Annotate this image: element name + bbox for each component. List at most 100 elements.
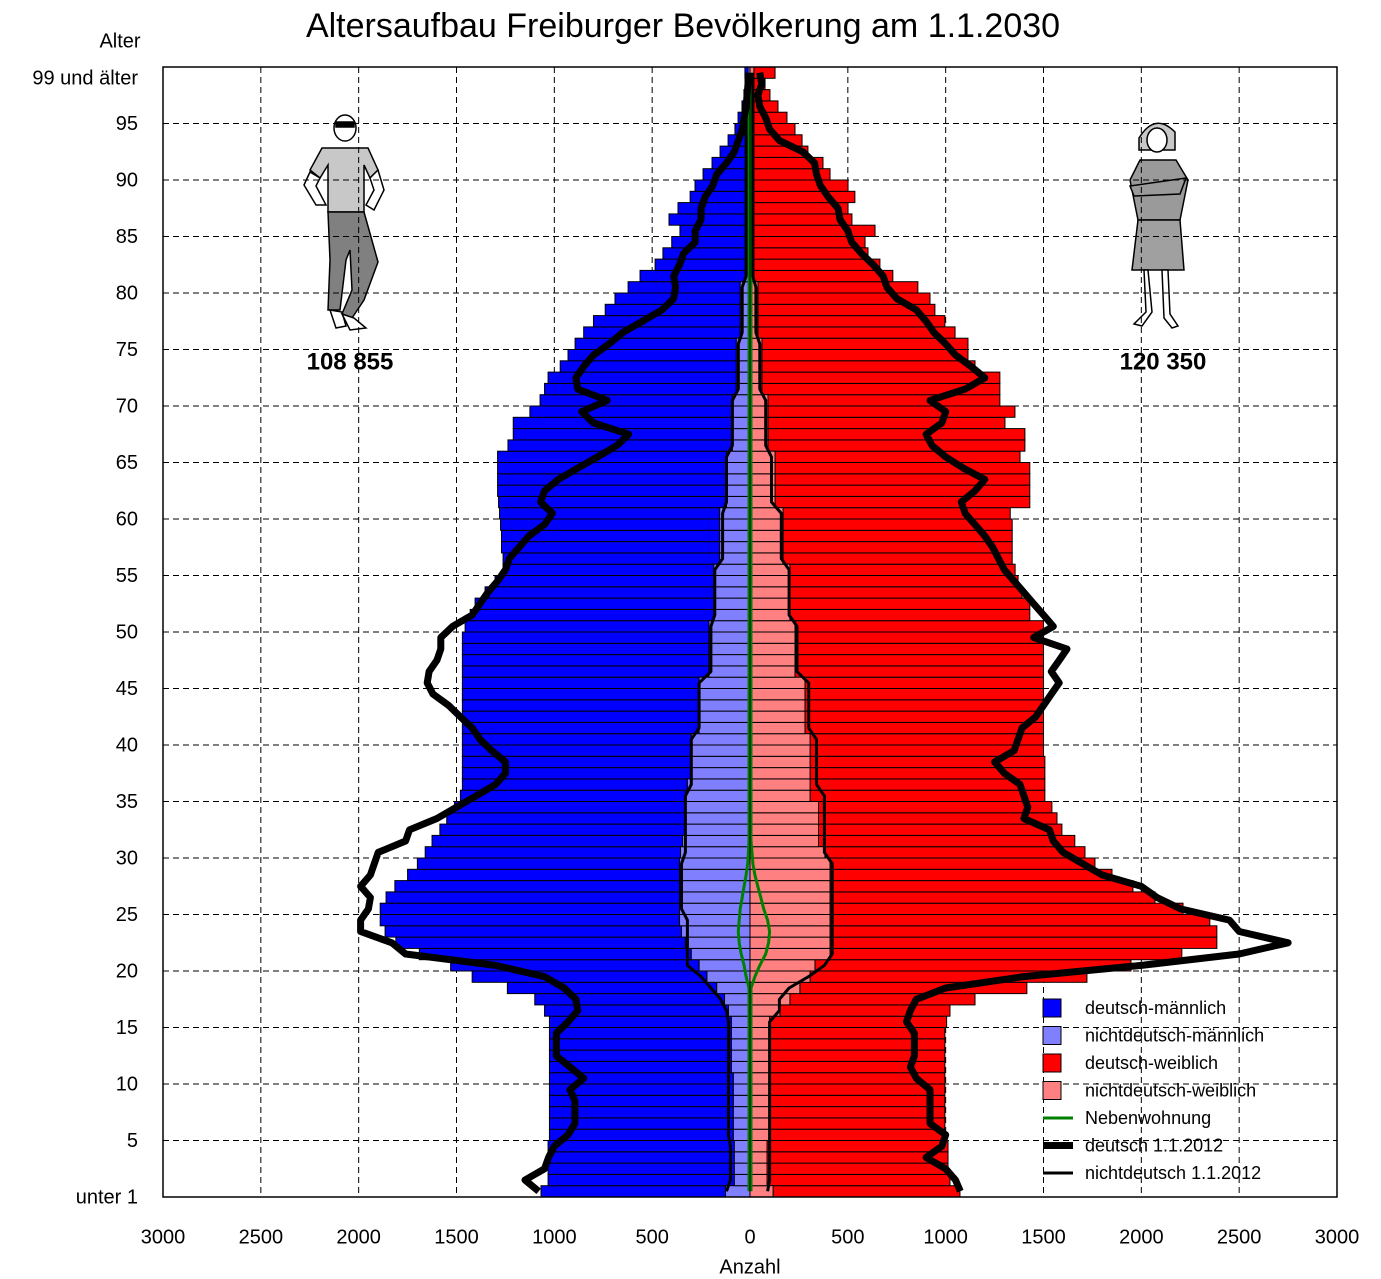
bar xyxy=(732,429,750,440)
bar xyxy=(462,632,709,643)
bar xyxy=(498,451,727,462)
bar xyxy=(750,802,818,813)
bar xyxy=(728,1005,750,1016)
y-tick-label: 95 xyxy=(116,113,138,135)
bar xyxy=(770,1050,945,1061)
bar xyxy=(754,191,855,202)
bar xyxy=(810,756,1045,767)
bar xyxy=(535,994,725,1005)
x-tick-label: 1000 xyxy=(532,1226,577,1248)
x-tick-label: 1000 xyxy=(923,1226,968,1248)
bar xyxy=(549,1050,731,1061)
bar xyxy=(549,1028,731,1039)
bar xyxy=(605,304,740,315)
legend-swatch xyxy=(1043,1027,1061,1045)
bar xyxy=(680,858,750,869)
bar xyxy=(672,237,745,248)
bar xyxy=(750,1107,770,1118)
legend-label: nichtdeutsch 1.1.2012 xyxy=(1085,1163,1261,1183)
bar xyxy=(750,1039,770,1050)
x-tick-label: 3000 xyxy=(141,1226,186,1248)
bar xyxy=(549,1016,731,1027)
bar xyxy=(750,576,790,587)
bar xyxy=(680,225,745,236)
bar xyxy=(720,519,750,530)
y-tick-label: 5 xyxy=(127,1130,138,1152)
bar xyxy=(720,553,750,564)
bar xyxy=(669,214,745,225)
legend-label: nichtdeutsch-männlich xyxy=(1085,1025,1264,1045)
bar xyxy=(754,259,880,270)
bar xyxy=(385,926,681,937)
bar xyxy=(762,361,975,372)
bar xyxy=(455,802,686,813)
bar xyxy=(432,835,682,846)
bar xyxy=(795,643,1043,654)
bar xyxy=(462,700,699,711)
bar xyxy=(732,417,750,428)
bar xyxy=(750,779,810,790)
bar xyxy=(750,869,830,880)
bar xyxy=(530,406,733,417)
bar xyxy=(775,463,1030,474)
x-tick-label: 1500 xyxy=(1021,1226,1066,1248)
bar xyxy=(513,417,732,428)
bar xyxy=(750,824,818,835)
x-tick-label: 500 xyxy=(831,1226,864,1248)
bar xyxy=(731,1028,750,1039)
bar xyxy=(691,734,750,745)
bar xyxy=(584,327,741,338)
bar xyxy=(691,756,750,767)
y-tick-label: 30 xyxy=(116,847,138,869)
chart-title: Altersaufbau Freiburger Bevölkerung am 1… xyxy=(306,7,1060,45)
x-tick-label: 0 xyxy=(744,1226,755,1248)
legend-swatch xyxy=(1043,1082,1061,1100)
legend-label: deutsch 1.1.2012 xyxy=(1085,1135,1223,1155)
bar xyxy=(805,700,1044,711)
y-tick-label: 35 xyxy=(116,791,138,813)
bar xyxy=(396,937,686,948)
y-tick-label: 99 und älter xyxy=(32,68,138,90)
bar xyxy=(699,711,750,722)
x-tick-label: 1500 xyxy=(434,1226,479,1248)
bar xyxy=(663,248,745,259)
bar xyxy=(775,451,1020,462)
bar xyxy=(783,542,1012,553)
y-tick-label: 85 xyxy=(116,226,138,248)
x-tick-label: 500 xyxy=(635,1226,668,1248)
bar xyxy=(462,666,709,677)
bar xyxy=(727,463,750,474)
bar xyxy=(830,915,1210,926)
bar xyxy=(709,643,750,654)
bar xyxy=(750,1073,770,1084)
bar xyxy=(790,587,1022,598)
bar xyxy=(818,835,1074,846)
bar xyxy=(731,1016,750,1027)
bar xyxy=(830,937,1217,948)
bar xyxy=(682,835,750,846)
bar xyxy=(462,655,709,666)
bar xyxy=(732,440,750,451)
bar xyxy=(462,711,699,722)
bar xyxy=(425,847,680,858)
total-female: 120 350 xyxy=(1120,348,1207,375)
bar xyxy=(775,485,1030,496)
bar xyxy=(720,542,750,553)
bar xyxy=(462,768,691,779)
bar xyxy=(770,1039,945,1050)
legend-label: nichtdeutsch-weiblich xyxy=(1085,1080,1256,1100)
bar xyxy=(750,609,790,620)
bar xyxy=(775,496,1030,507)
bar xyxy=(770,1118,945,1129)
y-tick-label: 25 xyxy=(116,904,138,926)
bar xyxy=(545,383,737,394)
total-male: 108 855 xyxy=(307,348,394,375)
bar xyxy=(810,790,1045,801)
bar xyxy=(750,587,790,598)
page: Altersaufbau Freiburger Bevölkerung am 1… xyxy=(0,0,1381,1279)
chart: Altersaufbau Freiburger Bevölkerung am 1… xyxy=(0,0,1381,1279)
x-tick-label: 2500 xyxy=(239,1226,284,1248)
y-tick-label: 80 xyxy=(116,282,138,304)
bar xyxy=(750,926,830,937)
bar xyxy=(472,971,707,982)
